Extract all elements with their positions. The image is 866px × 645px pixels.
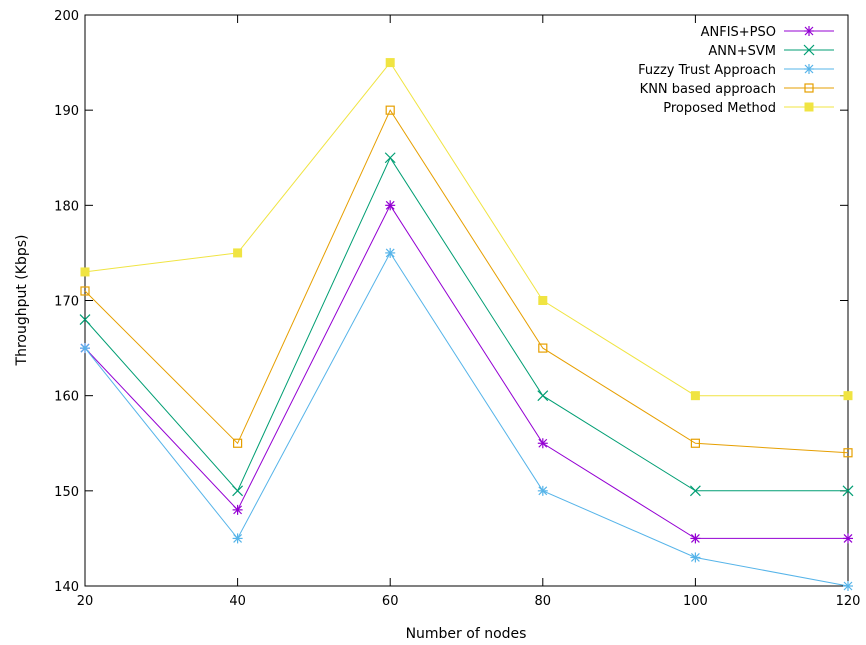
data-point — [385, 105, 395, 115]
legend-marker — [803, 44, 815, 56]
series — [80, 58, 853, 401]
data-point — [233, 248, 243, 258]
data-point — [537, 438, 548, 449]
x-tick-label: 40 — [229, 594, 246, 609]
y-tick-label: 190 — [54, 104, 79, 119]
data-point — [690, 438, 701, 448]
x-tick-label: 120 — [836, 594, 861, 609]
data-point — [843, 448, 853, 458]
y-tick-label: 170 — [54, 295, 79, 310]
data-point — [80, 267, 90, 277]
y-tick-label: 140 — [54, 580, 79, 595]
data-point — [384, 152, 396, 164]
data-point — [80, 286, 90, 296]
series-line — [84, 156, 848, 492]
data-point — [538, 296, 548, 305]
series-layer — [79, 58, 854, 591]
x-tick-label: 60 — [382, 594, 399, 609]
legend-marker — [804, 83, 814, 93]
data-point — [843, 391, 853, 401]
x-tick-label: 20 — [77, 594, 94, 609]
series-line — [84, 61, 848, 397]
series-line — [84, 251, 849, 587]
x-tick-label: 100 — [683, 594, 708, 609]
data-point — [233, 438, 243, 448]
legend-label: ANFIS+PSO — [701, 25, 776, 40]
data-point — [80, 343, 90, 354]
data-point — [842, 485, 854, 497]
data-point — [843, 533, 853, 544]
legend-marker — [804, 102, 814, 112]
y-axis-label: Throughput (Kbps) — [14, 235, 30, 367]
legend: ANFIS+PSO ANN+SVM Fuzzy Trust Approach KNN … — [638, 25, 834, 116]
data-point — [232, 504, 243, 515]
legend-label: Proposed Method — [663, 101, 776, 116]
data-point — [538, 343, 548, 353]
series-line — [84, 204, 848, 539]
y-tick-label: 150 — [54, 485, 79, 500]
legend-label: ANN+SVM — [708, 44, 776, 59]
data-point — [385, 58, 395, 68]
series-line — [84, 109, 849, 454]
data-point — [537, 390, 549, 402]
y-tick-label: 180 — [54, 199, 79, 214]
series — [79, 152, 854, 497]
data-point — [232, 533, 243, 544]
data-point — [79, 314, 91, 325]
x-axis: 20 40 60 80 100 120 — [77, 15, 861, 609]
data-point — [690, 391, 700, 401]
data-point — [385, 200, 396, 211]
data-point — [690, 533, 701, 544]
data-point — [843, 581, 853, 591]
data-point — [537, 485, 548, 496]
series — [80, 105, 853, 458]
series — [80, 247, 853, 591]
x-axis-label: Number of nodes — [406, 626, 527, 642]
data-point — [232, 485, 244, 497]
y-tick-label: 160 — [54, 390, 79, 405]
legend-label: Fuzzy Trust Approach — [638, 63, 776, 78]
x-tick-label: 80 — [535, 594, 552, 609]
data-point — [385, 247, 396, 258]
legend-label: KNN based approach — [640, 82, 776, 97]
legend-marker — [804, 26, 814, 36]
data-point — [690, 552, 701, 563]
data-point — [689, 485, 701, 497]
y-axis: 140 150 160 170 180 190 200 — [54, 9, 848, 595]
legend-marker — [804, 64, 814, 74]
y-tick-label: 200 — [54, 9, 79, 24]
